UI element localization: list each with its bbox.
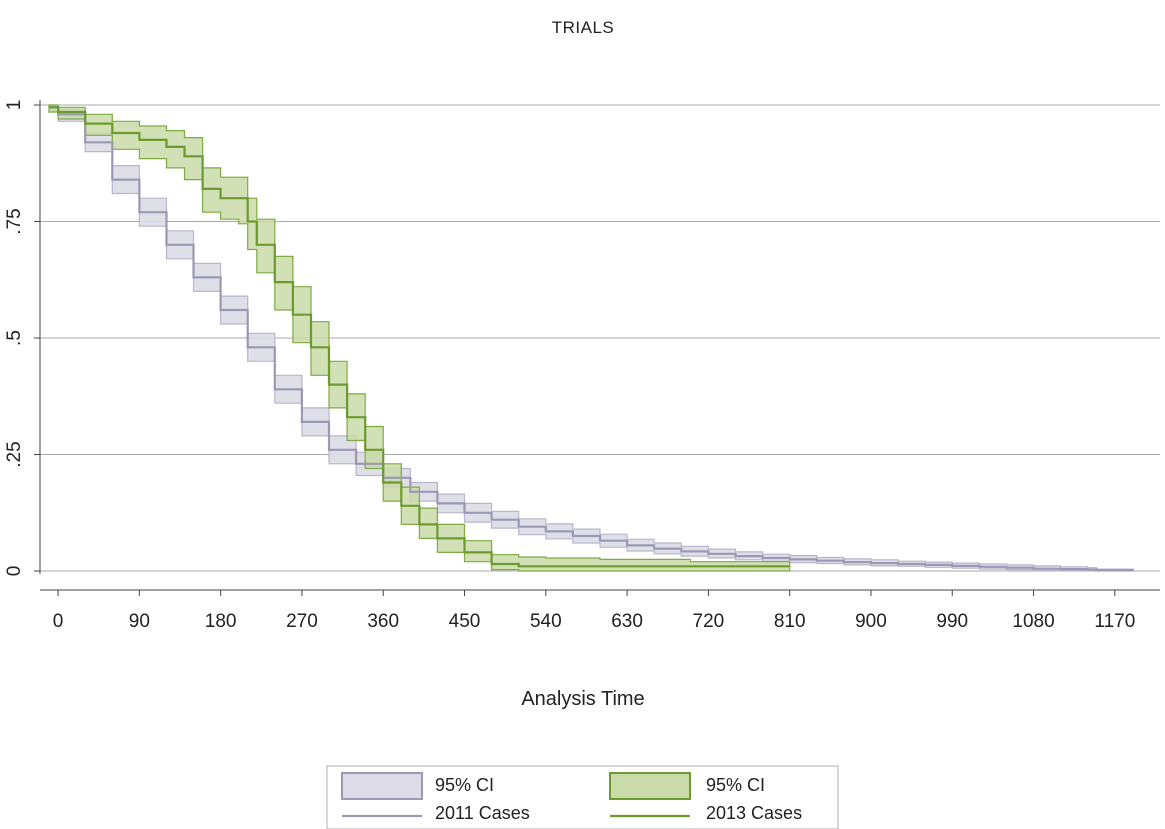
x-tick-label-4: 360 [367, 611, 399, 632]
ci-band-1 [48, 104, 791, 572]
legend-label-3: 2013 Cases [706, 803, 802, 823]
x-tick-label-5: 450 [449, 611, 481, 632]
y-tick-label-3: .75 [4, 208, 25, 234]
x-tick-label-7: 630 [611, 611, 643, 632]
survival-line-1 [49, 106, 790, 568]
x-tick-label-1: 90 [129, 611, 150, 632]
survival-lines [49, 106, 1134, 572]
legend-swatch-band-0 [341, 772, 423, 800]
x-tick-label-9: 810 [774, 611, 806, 632]
x-tick-label-3: 270 [286, 611, 318, 632]
x-tick-label-2: 180 [205, 611, 237, 632]
axes: 0 .25 .5 .75 1 0 90 180 270 360 450 540 630 720 810 900… [4, 100, 1160, 632]
legend-label-1: 95% CI [706, 775, 765, 795]
x-tick-label-8: 720 [693, 611, 725, 632]
x-tick-label-10: 900 [855, 611, 887, 632]
x-axis-title: Analysis Time [521, 688, 644, 710]
x-tick-label-12: 1080 [1012, 611, 1054, 632]
y-tick-label-4: 1 [4, 100, 25, 111]
survival-line-0 [49, 106, 1134, 572]
y-tick-label-0: 0 [4, 566, 25, 577]
x-tick-label-6: 540 [530, 611, 562, 632]
legend: 95% CI 95% CI 2011 Cases 2013 Cases [326, 765, 839, 829]
grid [40, 104, 1160, 572]
x-tick-label-0: 0 [53, 611, 64, 632]
y-tick-label-2: .5 [4, 330, 25, 346]
x-tick-label-13: 1170 [1094, 611, 1135, 632]
y-tick-label-1: .25 [4, 441, 25, 467]
x-tick-label-11: 990 [936, 611, 968, 632]
legend-label-0: 95% CI [435, 775, 494, 795]
chart-title: TRIALS [552, 18, 615, 37]
legend-swatch-band-1 [609, 772, 691, 800]
legend-label-2: 2011 Cases [435, 803, 530, 823]
